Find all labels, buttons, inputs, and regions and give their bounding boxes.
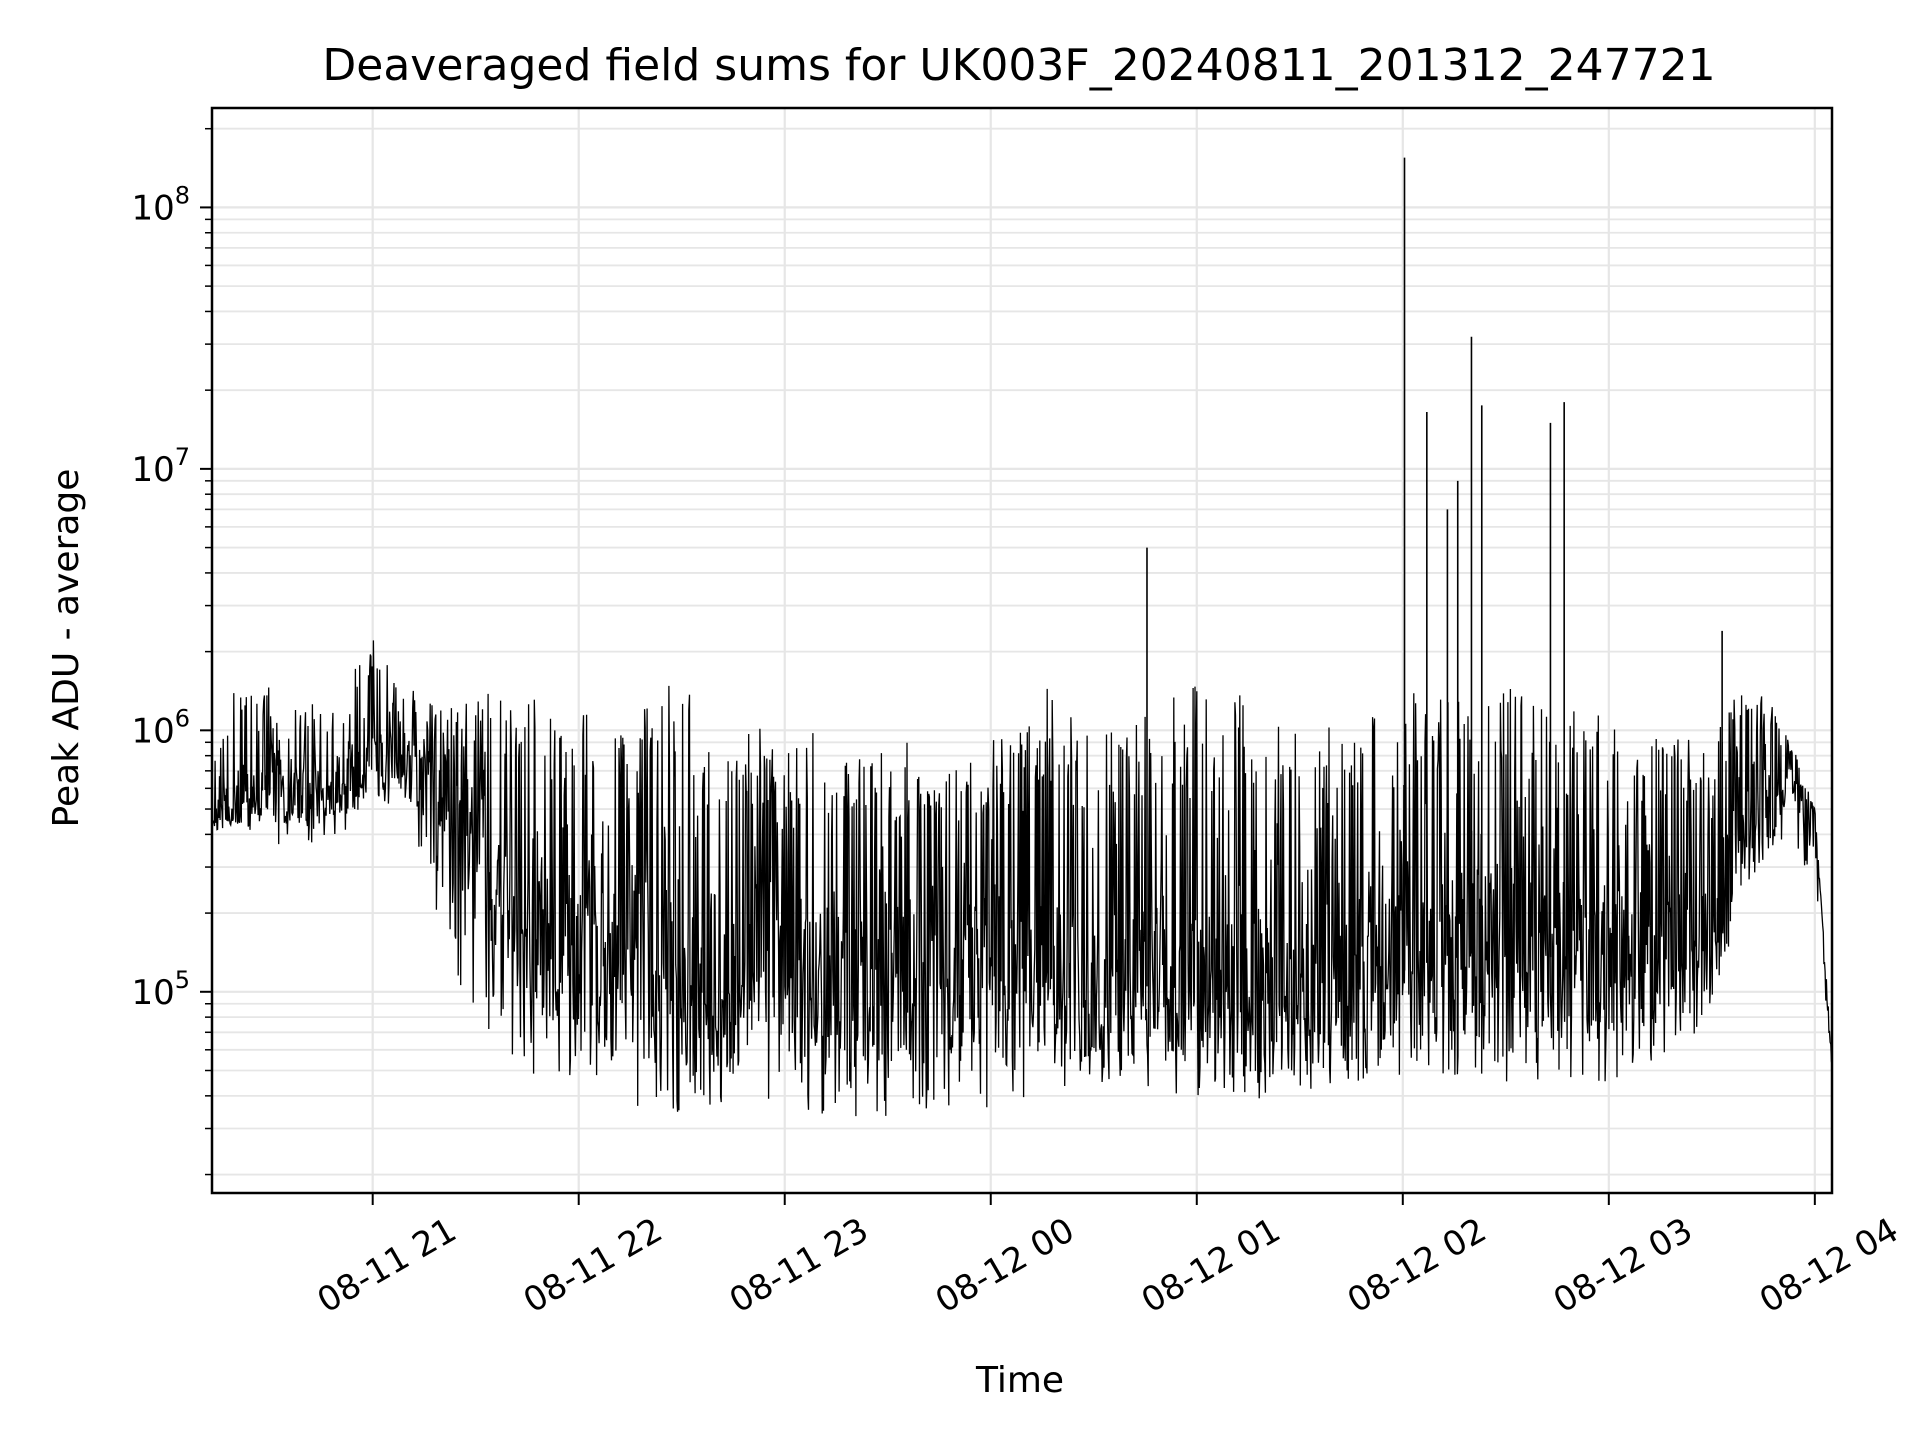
y-axis-label: Peak ADU - average — [46, 469, 87, 828]
y-tick-label: 107 — [131, 443, 190, 490]
x-axis-label: Time — [975, 1360, 1064, 1401]
data-layer — [211, 157, 1833, 1117]
plot-frame — [210, 106, 1834, 1195]
series-line — [211, 640, 1833, 1117]
chart-title: Deaveraged field sums for UK003F_2024081… — [322, 40, 1715, 91]
y-tick-label: 106 — [131, 704, 190, 751]
y-tick-label: 108 — [131, 181, 190, 228]
y-tick-label: 105 — [131, 966, 190, 1013]
